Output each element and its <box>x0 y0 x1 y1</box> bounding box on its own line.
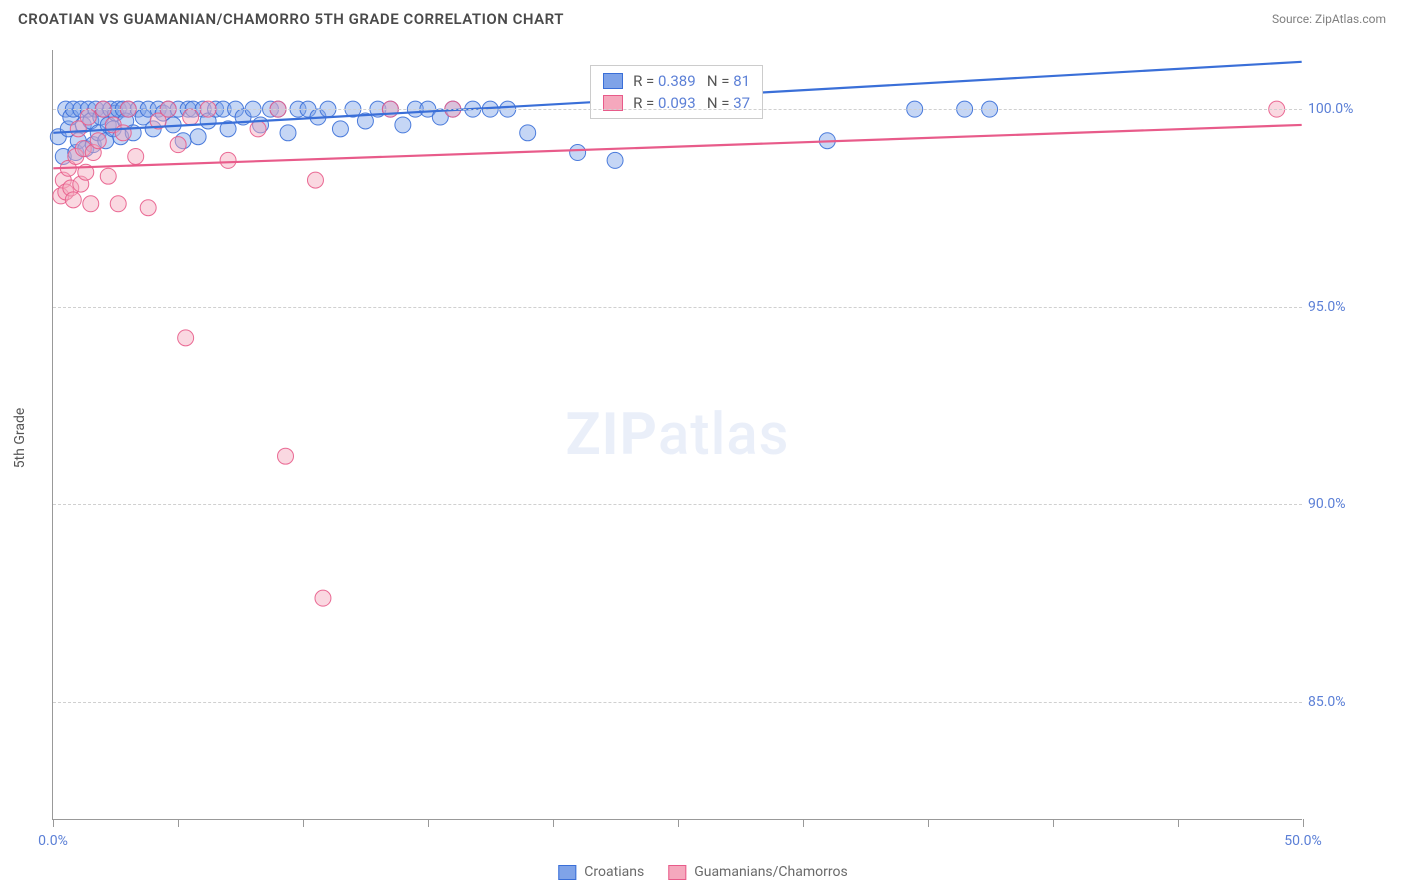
data-point <box>178 330 194 346</box>
y-tick-label: 90.0% <box>1308 496 1368 512</box>
data-point <box>115 125 131 141</box>
data-point <box>280 125 296 141</box>
legend-swatch <box>668 865 686 880</box>
data-point <box>278 448 294 464</box>
chart-title: CROATIAN VS GUAMANIAN/CHAMORRO 5TH GRADE… <box>18 10 564 28</box>
y-tick-label: 85.0% <box>1308 694 1368 710</box>
data-point <box>395 117 411 133</box>
legend-swatch <box>558 865 576 880</box>
data-point <box>65 192 81 208</box>
x-tick <box>53 819 54 827</box>
x-tick <box>1178 819 1179 827</box>
x-tick <box>178 819 179 827</box>
x-tick <box>428 819 429 827</box>
legend-item: Guamanians/Chamorros <box>668 864 848 880</box>
stats-box: R = 0.389 N = 81R = 0.093 N = 37 <box>590 65 763 119</box>
x-tick-label: 0.0% <box>38 833 68 849</box>
y-tick-label: 100.0% <box>1308 101 1368 117</box>
legend-item: Croatians <box>558 864 644 880</box>
data-point <box>183 109 199 125</box>
y-tick-label: 95.0% <box>1308 299 1368 315</box>
data-point <box>110 196 126 212</box>
chart-plot-area: ZIPatlas R = 0.389 N = 81R = 0.093 N = 3… <box>52 50 1302 820</box>
data-point <box>83 196 99 212</box>
data-point <box>570 145 586 161</box>
legend-label: Guamanians/Chamorros <box>694 864 848 880</box>
x-tick <box>928 819 929 827</box>
scatter-svg <box>53 50 1302 819</box>
data-point <box>128 148 144 164</box>
x-tick <box>678 819 679 827</box>
data-point <box>607 152 623 168</box>
x-tick <box>553 819 554 827</box>
legend-swatch <box>603 73 623 89</box>
data-point <box>315 590 331 606</box>
data-point <box>220 152 236 168</box>
data-point <box>520 125 536 141</box>
grid-line <box>53 307 1302 308</box>
data-point <box>100 168 116 184</box>
data-point <box>140 200 156 216</box>
x-tick-label: 50.0% <box>1284 833 1322 849</box>
stats-row: R = 0.389 N = 81 <box>603 72 750 90</box>
x-tick <box>1303 819 1304 827</box>
stats-text: R = 0.389 N = 81 <box>633 72 750 90</box>
data-point <box>190 129 206 145</box>
x-tick <box>1053 819 1054 827</box>
legend: Croatians Guamanians/Chamorros <box>558 864 847 880</box>
data-point <box>80 109 96 125</box>
source-label: Source: ZipAtlas.com <box>1272 12 1386 26</box>
grid-line <box>53 504 1302 505</box>
data-point <box>170 137 186 153</box>
legend-label: Croatians <box>584 864 644 880</box>
data-point <box>250 121 266 137</box>
grid-line <box>53 702 1302 703</box>
y-axis-title: 5th Grade <box>12 408 28 469</box>
data-point <box>90 133 106 149</box>
x-tick <box>803 819 804 827</box>
grid-line <box>53 109 1302 110</box>
data-point <box>307 172 323 188</box>
data-point <box>332 121 348 137</box>
x-tick <box>303 819 304 827</box>
trend-line <box>53 125 1301 168</box>
